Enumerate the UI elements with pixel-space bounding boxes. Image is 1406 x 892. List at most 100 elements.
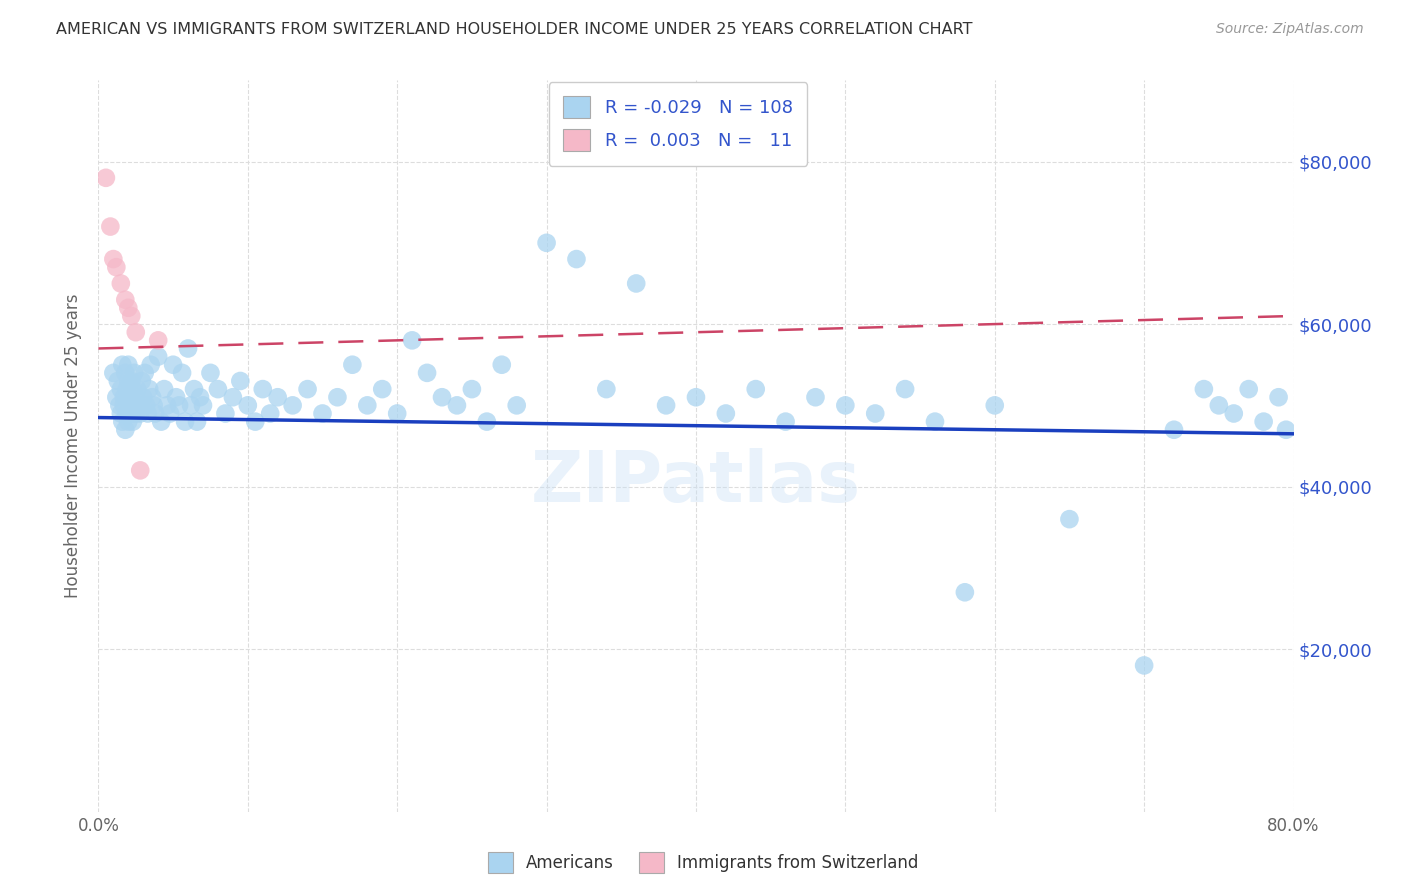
Point — [281, 398, 304, 412]
Point — [110, 277, 132, 291]
Point — [141, 390, 163, 404]
Point — [139, 358, 162, 372]
Point — [924, 415, 946, 429]
Point — [685, 390, 707, 404]
Point — [267, 390, 290, 404]
Point — [105, 260, 128, 275]
Point — [120, 407, 142, 421]
Point — [111, 358, 134, 372]
Point — [236, 398, 259, 412]
Text: ZIPatlas: ZIPatlas — [531, 448, 860, 517]
Point — [148, 350, 170, 364]
Point — [536, 235, 558, 250]
Point — [416, 366, 439, 380]
Text: AMERICAN VS IMMIGRANTS FROM SWITZERLAND HOUSEHOLDER INCOME UNDER 25 YEARS CORREL: AMERICAN VS IMMIGRANTS FROM SWITZERLAND … — [56, 22, 973, 37]
Point — [1237, 382, 1260, 396]
Point — [124, 398, 146, 412]
Point — [183, 382, 205, 396]
Point — [150, 415, 173, 429]
Point — [94, 170, 117, 185]
Point — [129, 463, 152, 477]
Point — [180, 398, 202, 412]
Point — [110, 382, 132, 396]
Y-axis label: Householder Income Under 25 years: Householder Income Under 25 years — [65, 293, 83, 599]
Point — [356, 398, 378, 412]
Point — [186, 415, 208, 429]
Point — [135, 398, 157, 412]
Point — [342, 358, 364, 372]
Point — [165, 390, 187, 404]
Point — [132, 390, 155, 404]
Point — [430, 390, 453, 404]
Point — [103, 252, 125, 266]
Point — [491, 358, 513, 372]
Point — [142, 398, 165, 412]
Point — [124, 366, 146, 380]
Point — [984, 398, 1007, 412]
Point — [865, 407, 887, 421]
Point — [1275, 423, 1298, 437]
Point — [107, 374, 129, 388]
Point — [506, 398, 529, 412]
Point — [475, 415, 498, 429]
Legend: R = -0.029   N = 108, R =  0.003   N =   11: R = -0.029 N = 108, R = 0.003 N = 11 — [548, 82, 807, 166]
Point — [117, 415, 139, 429]
Point — [222, 390, 245, 404]
Point — [834, 398, 856, 412]
Point — [174, 415, 197, 429]
Point — [177, 342, 200, 356]
Point — [1253, 415, 1275, 429]
Point — [200, 366, 222, 380]
Point — [136, 407, 159, 421]
Point — [446, 398, 468, 412]
Point — [1163, 423, 1185, 437]
Point — [148, 334, 170, 348]
Point — [103, 366, 125, 380]
Point — [115, 407, 138, 421]
Point — [1223, 407, 1246, 421]
Point — [105, 390, 128, 404]
Point — [371, 382, 394, 396]
Point — [565, 252, 588, 266]
Point — [108, 398, 131, 412]
Point — [125, 390, 148, 404]
Point — [595, 382, 617, 396]
Point — [117, 301, 139, 315]
Point — [259, 407, 281, 421]
Point — [117, 374, 139, 388]
Point — [120, 309, 142, 323]
Point — [121, 382, 143, 396]
Point — [110, 407, 132, 421]
Point — [745, 382, 768, 396]
Point — [1267, 390, 1289, 404]
Point — [162, 358, 184, 372]
Point — [143, 407, 166, 421]
Point — [655, 398, 678, 412]
Point — [953, 585, 976, 599]
Point — [111, 415, 134, 429]
Point — [129, 407, 152, 421]
Point — [121, 415, 143, 429]
Point — [626, 277, 648, 291]
Point — [159, 407, 181, 421]
Point — [714, 407, 737, 421]
Legend: Americans, Immigrants from Switzerland: Americans, Immigrants from Switzerland — [481, 846, 925, 880]
Point — [114, 293, 136, 307]
Point — [401, 334, 423, 348]
Point — [114, 366, 136, 380]
Point — [311, 407, 333, 421]
Point — [172, 366, 194, 380]
Point — [156, 398, 179, 412]
Point — [1133, 658, 1156, 673]
Point — [252, 382, 274, 396]
Point — [775, 415, 797, 429]
Point — [1208, 398, 1230, 412]
Point — [1059, 512, 1081, 526]
Point — [115, 382, 138, 396]
Point — [229, 374, 252, 388]
Point — [134, 366, 156, 380]
Point — [128, 398, 150, 412]
Point — [127, 382, 149, 396]
Point — [125, 407, 148, 421]
Point — [125, 325, 148, 339]
